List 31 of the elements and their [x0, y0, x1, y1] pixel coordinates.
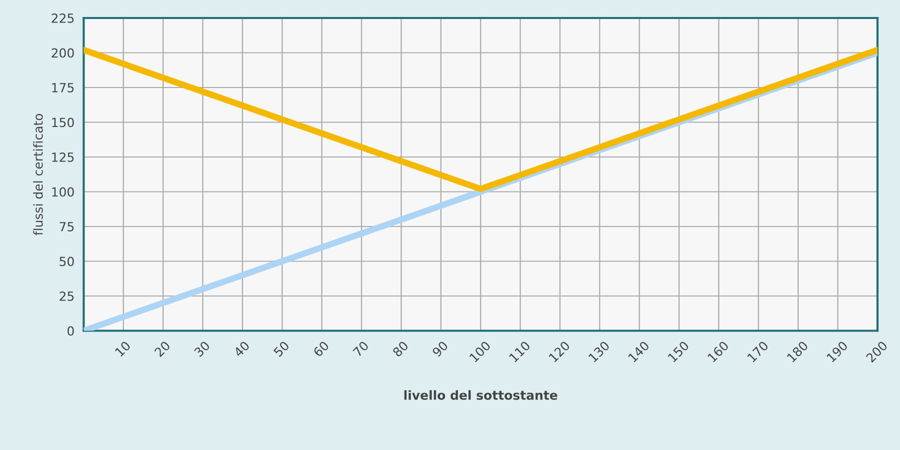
x-tick-label: 110 [508, 340, 531, 363]
y-tick-label: 0 [68, 326, 74, 336]
x-tick-label: 190 [826, 340, 848, 363]
x-tick-label: 180 [786, 340, 809, 363]
x-tick-label: 10 [114, 340, 131, 357]
y-tick-label: 125 [52, 152, 74, 162]
x-tick-label: 70 [352, 340, 370, 358]
x-tick-label: 40 [233, 340, 250, 358]
x-tick-label: 160 [707, 340, 730, 363]
y-tick-label: 25 [60, 291, 74, 301]
x-tick-label: 170 [746, 340, 769, 363]
x-tick-label: 50 [273, 340, 290, 358]
y-tick-label: 150 [52, 118, 74, 128]
y-tick-label: 175 [52, 83, 74, 92]
x-tick-label: 20 [154, 340, 171, 358]
x-tick-label: 150 [667, 340, 690, 363]
x-tick-label: 30 [194, 340, 210, 358]
x-tick-label: 60 [312, 340, 330, 358]
x-tick-label: 120 [548, 340, 570, 363]
x-tick-label: 90 [432, 340, 449, 358]
x-tick-label: 100 [469, 340, 492, 363]
x-axis-title: livello del sottostante [404, 390, 558, 400]
x-tick-label: 130 [588, 340, 610, 363]
y-tick-label: 50 [60, 256, 74, 266]
y-axis-title: flussi del certificato [33, 114, 43, 236]
y-tick-label: 225 [52, 13, 74, 23]
y-tick-label: 75 [60, 222, 74, 232]
y-tick-label: 200 [52, 48, 74, 58]
y-tick-label: 100 [52, 187, 74, 197]
x-tick-label: 80 [392, 340, 409, 358]
x-tick-label: 140 [628, 340, 650, 363]
